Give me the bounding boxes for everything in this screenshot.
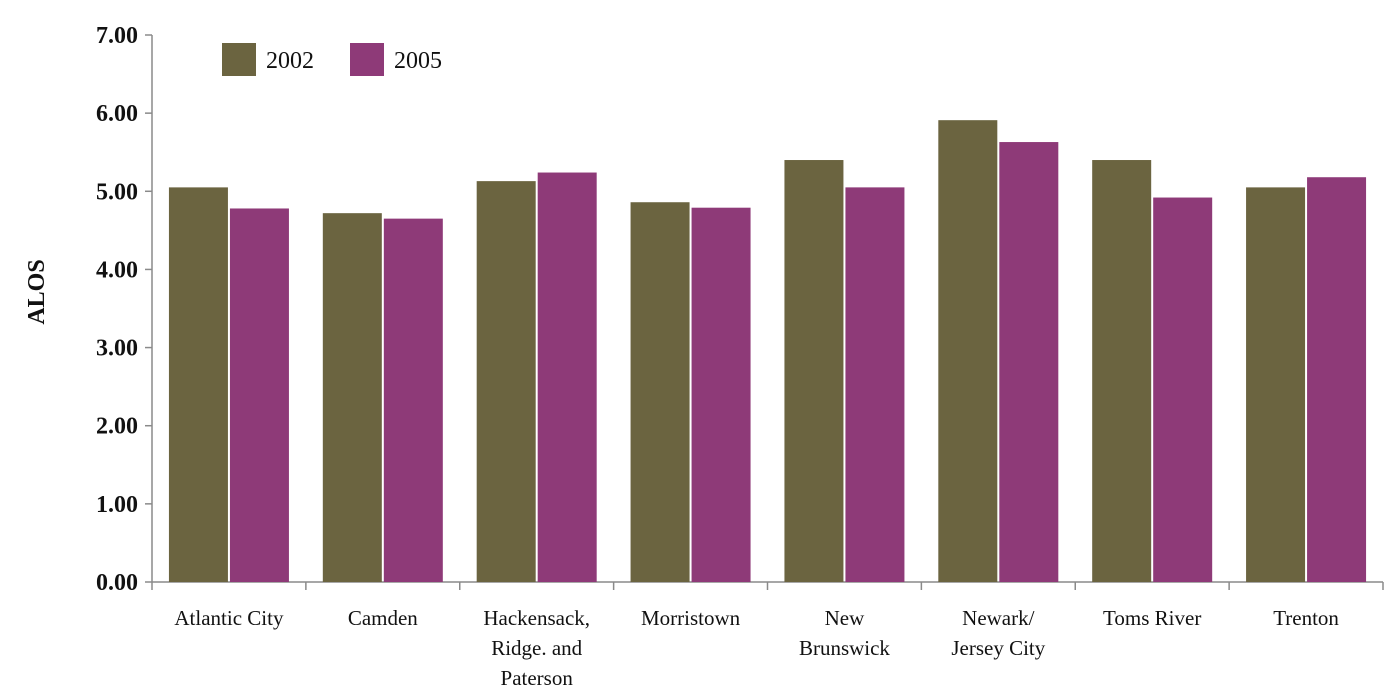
legend-swatch-2002 <box>222 43 256 76</box>
bar-2005-2 <box>537 172 597 582</box>
bar-2005-6 <box>1153 197 1213 582</box>
legend-label-2002: 2002 <box>266 48 314 74</box>
y-tick-label: 3.00 <box>96 336 138 362</box>
x-category-label: Trenton <box>1273 606 1339 630</box>
x-axis: Atlantic City Camden Hackensack, Ridge. and… <box>151 581 1384 690</box>
y-axis: 0.00 1.00 2.00 3.00 4.00 5.00 6.00 7.00 <box>96 23 153 596</box>
bar-2002-0 <box>168 187 228 582</box>
legend: 2002 2005 <box>222 43 442 76</box>
y-tick-label: 0.00 <box>96 570 138 596</box>
bar-2002-2 <box>476 181 536 582</box>
bar-2005-4 <box>845 187 905 582</box>
y-tick-label: 4.00 <box>96 257 138 283</box>
y-axis-title: ALOS <box>24 259 50 324</box>
bar-2002-7 <box>1246 187 1306 582</box>
x-category-label: Newark/Jersey City <box>951 606 1045 660</box>
x-category-label: Toms River <box>1103 606 1201 630</box>
y-tick-label: 5.00 <box>96 179 138 205</box>
x-category-label: Camden <box>348 606 418 630</box>
bar-2005-7 <box>1307 177 1367 582</box>
x-category-label: Morristown <box>641 606 741 630</box>
x-category-label: Atlantic City <box>174 606 284 630</box>
x-category-label: Hackensack, Ridge. and Paterson <box>483 606 590 690</box>
y-tick-label: 1.00 <box>96 492 138 518</box>
x-category-label: New Brunswick <box>799 606 890 660</box>
bar-2005-0 <box>229 208 289 582</box>
legend-label-2005: 2005 <box>394 48 442 74</box>
bar-2002-5 <box>938 120 998 582</box>
bar-2005-1 <box>383 218 443 582</box>
bar-2005-3 <box>691 207 751 582</box>
legend-swatch-2005 <box>350 43 384 76</box>
bar-2005-5 <box>999 142 1059 582</box>
y-tick-label: 7.00 <box>96 23 138 49</box>
bar-2002-6 <box>1092 160 1152 582</box>
bar-2002-4 <box>784 160 844 582</box>
y-tick-label: 6.00 <box>96 101 138 127</box>
bar-2002-1 <box>322 213 382 582</box>
bar-2002-3 <box>630 202 690 582</box>
bars <box>168 120 1367 582</box>
y-tick-label: 2.00 <box>96 414 138 440</box>
